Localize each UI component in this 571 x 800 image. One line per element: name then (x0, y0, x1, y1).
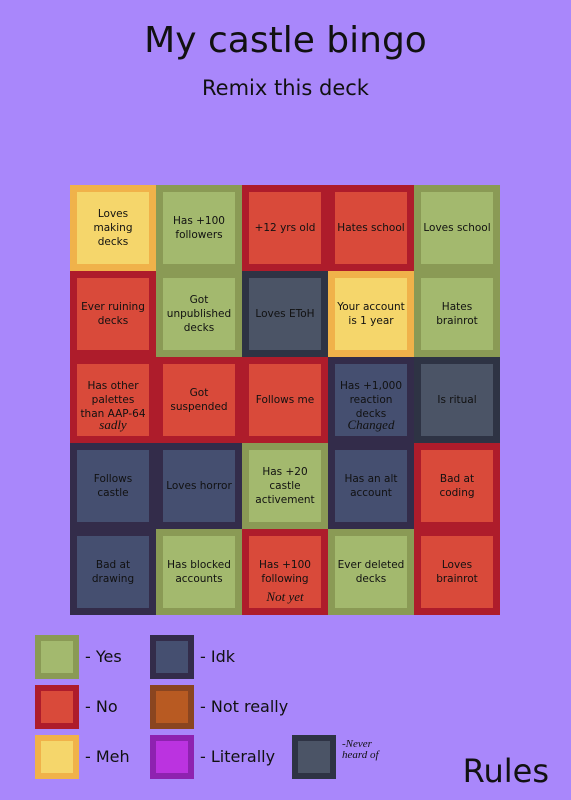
cell-text: Has +100 followers (173, 214, 225, 241)
legend-swatch (150, 735, 194, 779)
bingo-cell[interactable]: Has blocked accounts (156, 529, 242, 615)
bingo-cell[interactable]: Ever deleted decks (328, 529, 414, 615)
cell-text: Loves making decks (93, 207, 133, 249)
legend-label: - Meh (85, 747, 130, 766)
legend-swatch (35, 735, 79, 779)
cell-text: Has other palettes than AAP-64 (80, 379, 146, 421)
remix-link[interactable]: Remix this deck (202, 76, 369, 100)
bingo-cell[interactable]: Bad at coding (414, 443, 500, 529)
cell-note: sadly (99, 417, 127, 433)
legend-swatch (292, 735, 336, 779)
bingo-cell[interactable]: Has other palettes than AAP-64 sadly (70, 357, 156, 443)
cell-text: Got unpublished decks (166, 293, 232, 335)
cell-text: Loves EToH (255, 307, 315, 320)
bingo-cell[interactable]: Loves making decks (70, 185, 156, 271)
bingo-cell[interactable]: Got suspended (156, 357, 242, 443)
bingo-cell[interactable]: Follows me (242, 357, 328, 443)
title: My castle bingo (144, 20, 427, 61)
cell-text: Has +20 castle activement (255, 465, 315, 507)
bingo-cell[interactable]: +12 yrs old (242, 185, 328, 271)
legend-label: - Idk (200, 647, 235, 666)
bingo-cell[interactable]: Loves brainrot (414, 529, 500, 615)
cell-text: Loves brainrot (436, 558, 478, 585)
cell-text: Loves horror (166, 479, 232, 492)
cell-note: Changed (347, 417, 395, 433)
bingo-cell[interactable]: Your account is 1 year (328, 271, 414, 357)
cell-text: Your account is 1 year (337, 300, 405, 327)
cell-text: +12 yrs old (254, 221, 316, 234)
bingo-cell[interactable]: Got unpublished decks (156, 271, 242, 357)
rules-button[interactable]: Rules (462, 752, 549, 790)
cell-text: Bad at coding (439, 472, 475, 499)
cell-text: Ever deleted decks (337, 558, 405, 585)
cell-text: Hates brainrot (436, 300, 478, 327)
bingo-cell[interactable]: Loves horror (156, 443, 242, 529)
cell-text: Loves school (423, 221, 491, 234)
legend-swatch (35, 635, 79, 679)
legend-swatch (150, 635, 194, 679)
cell-text: Ever ruining decks (81, 300, 145, 327)
bingo-cell[interactable]: Has +100 following Not yet (242, 529, 328, 615)
legend-label: -Never heard of (342, 738, 379, 761)
bingo-cell[interactable]: Hates school (328, 185, 414, 271)
bingo-cell[interactable]: Has an alt account (328, 443, 414, 529)
cell-text: Has +100 following (259, 558, 311, 585)
bingo-cell[interactable]: Loves EToH (242, 271, 328, 357)
legend-label: - Literally (200, 747, 276, 766)
cell-text: Has an alt account (344, 472, 398, 499)
cell-text: Has blocked accounts (167, 558, 231, 585)
cell-text: Is ritual (437, 393, 477, 406)
cell-text: Has +1,000 reaction decks (340, 379, 402, 421)
cell-text: Follows castle (93, 472, 133, 499)
legend-swatch (150, 685, 194, 729)
bingo-cell[interactable]: Loves school (414, 185, 500, 271)
legend-label: - No (85, 697, 118, 716)
bingo-cell[interactable]: Bad at drawing (70, 529, 156, 615)
cell-text: Bad at drawing (91, 558, 135, 585)
bingo-cell[interactable]: Follows castle (70, 443, 156, 529)
legend-label: - Not really (200, 697, 289, 716)
bingo-cell[interactable]: Is ritual (414, 357, 500, 443)
cell-text: Hates school (337, 221, 405, 234)
legend-swatch (35, 685, 79, 729)
bingo-cell[interactable]: Has +1,000 reaction decks Changed (328, 357, 414, 443)
cell-text: Follows me (255, 393, 315, 406)
bingo-cell[interactable]: Has +20 castle activement (242, 443, 328, 529)
bingo-cell[interactable]: Hates brainrot (414, 271, 500, 357)
legend-label: - Yes (85, 647, 122, 666)
bingo-cell[interactable]: Ever ruining decks (70, 271, 156, 357)
cell-text: Got suspended (170, 386, 228, 413)
bingo-cell[interactable]: Has +100 followers (156, 185, 242, 271)
bingo-board: Loves making decks Has +100 followers +12 … (70, 185, 500, 615)
cell-note: Not yet (266, 589, 304, 605)
